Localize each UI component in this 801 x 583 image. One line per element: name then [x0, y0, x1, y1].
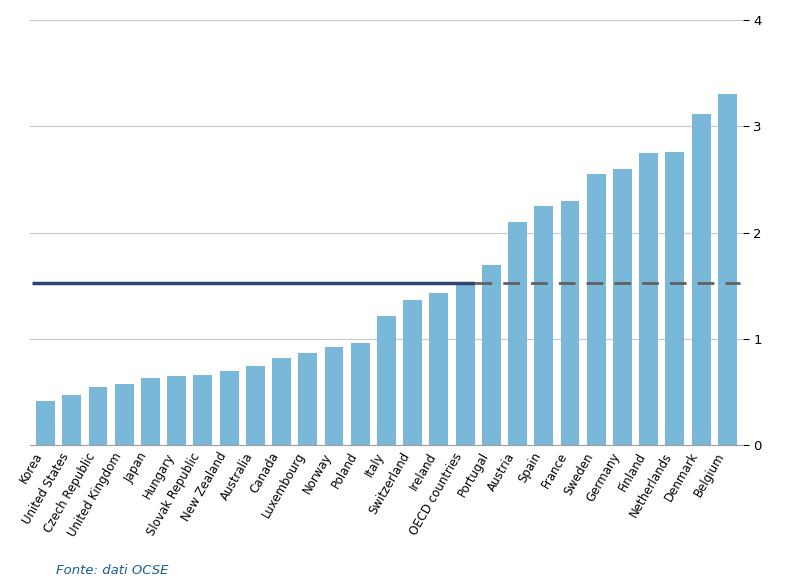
Bar [639, 153, 658, 445]
Bar [298, 353, 317, 445]
Bar [193, 375, 212, 445]
Bar [691, 114, 710, 445]
Bar [534, 206, 553, 445]
Bar [456, 283, 474, 445]
Bar [167, 376, 186, 445]
Bar [141, 378, 160, 445]
Bar [219, 371, 239, 445]
Bar [351, 343, 369, 445]
Bar [272, 358, 291, 445]
Bar [587, 174, 606, 445]
Bar [62, 395, 81, 445]
Bar [89, 387, 107, 445]
Bar [377, 315, 396, 445]
Bar [403, 300, 422, 445]
Bar [324, 346, 344, 445]
Text: Fonte: dati OCSE: Fonte: dati OCSE [56, 564, 168, 577]
Bar [561, 201, 579, 445]
Bar [115, 384, 134, 445]
Bar [482, 265, 501, 445]
Bar [36, 401, 55, 445]
Bar [429, 293, 449, 445]
Bar [246, 366, 265, 445]
Bar [613, 169, 632, 445]
Bar [666, 152, 684, 445]
Bar [508, 222, 527, 445]
Bar [718, 94, 737, 445]
